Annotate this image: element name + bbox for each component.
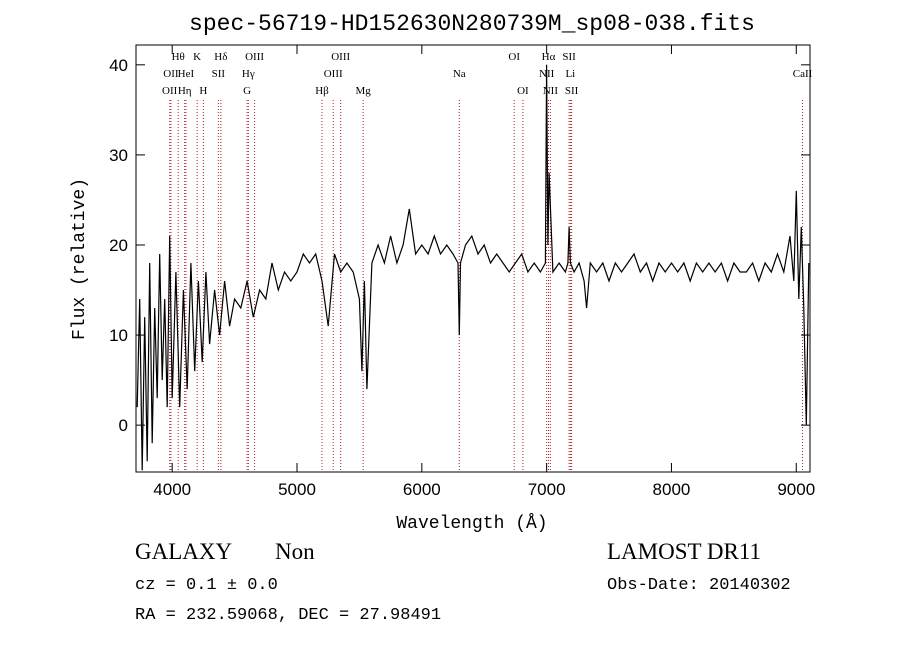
feature-label: HeI — [178, 68, 195, 80]
x-tick-label: 4000 — [153, 480, 191, 499]
chart-title: spec-56719-HD152630N280739M_sp08-038.fit… — [189, 11, 755, 37]
feature-label: SII — [565, 85, 579, 97]
x-tick-label: 9000 — [777, 480, 815, 499]
y-tick-label: 40 — [109, 56, 128, 75]
x-axis-label: Wavelength (Å) — [396, 513, 547, 534]
feature-label: G — [243, 85, 251, 97]
feature-label: OIII — [324, 68, 343, 80]
x-tick-label: 8000 — [653, 480, 691, 499]
feature-label: Hγ — [242, 68, 255, 80]
feature-label: Hθ — [172, 51, 185, 63]
class-label: GALAXY — [135, 539, 232, 564]
redshift-label: cz = 0.1 ± 0.0 — [135, 576, 278, 595]
feature-label: SII — [212, 68, 226, 80]
spectrum-line — [136, 64, 810, 471]
feature-label: H — [199, 85, 207, 97]
y-tick-label: 30 — [109, 146, 128, 165]
feature-label: OII — [162, 85, 178, 97]
y-axis-label: Flux (relative) — [70, 178, 90, 340]
feature-label: OIII — [331, 51, 350, 63]
x-tick-label: 6000 — [403, 480, 441, 499]
subclass-label: Non — [275, 539, 315, 564]
feature-label: Hα — [542, 51, 556, 63]
feature-label: Na — [453, 68, 466, 80]
plot-area: Hθ K Hδ OIII OIII OI Hα SII OII HeI SII Hγ OIII Na NII… — [109, 44, 815, 499]
y-tick-label: 0 — [119, 416, 128, 435]
feature-label: Hη — [178, 85, 192, 97]
feature-label: Li — [565, 68, 575, 80]
feature-label: OI — [517, 85, 529, 97]
feature-label: OIII — [245, 51, 264, 63]
y-tick-label: 10 — [109, 326, 128, 345]
feature-label: CaII — [793, 68, 813, 80]
coords-label: RA = 232.59068, DEC = 27.98491 — [135, 606, 441, 625]
x-tick-label: 7000 — [528, 480, 566, 499]
feature-label: NII — [543, 85, 559, 97]
feature-label: OI — [508, 51, 520, 63]
feature-label: SII — [562, 51, 576, 63]
feature-label: OII — [163, 68, 179, 80]
y-tick-label: 20 — [109, 236, 128, 255]
survey-label: LAMOST DR11 — [607, 539, 761, 564]
feature-label: K — [193, 51, 201, 63]
plot-frame — [135, 44, 811, 473]
feature-label: Hβ — [315, 85, 329, 97]
feature-label: Hδ — [214, 51, 227, 63]
feature-label: Mg — [356, 85, 372, 97]
obs-date-label: Obs-Date: 20140302 — [607, 576, 791, 595]
x-tick-label: 5000 — [278, 480, 316, 499]
